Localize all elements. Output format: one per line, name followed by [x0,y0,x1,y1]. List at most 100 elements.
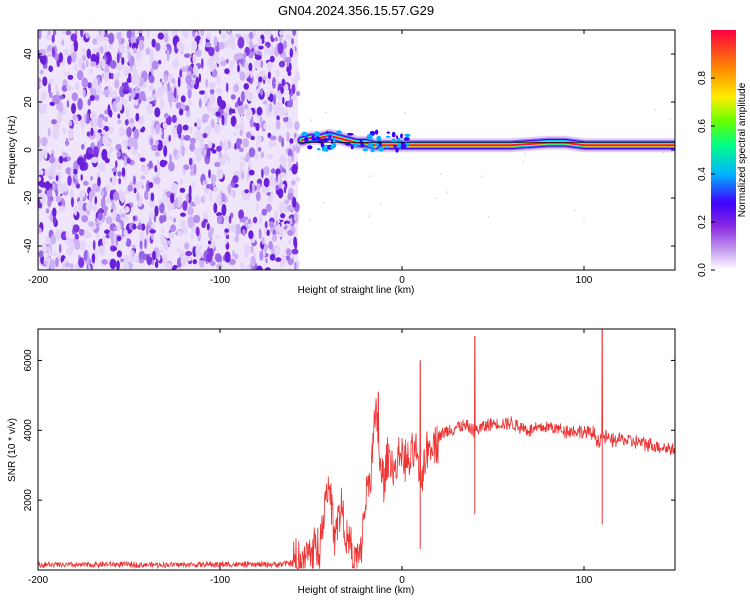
noise-blob [121,57,125,65]
noise-blob [65,30,72,36]
noise-blob [137,180,144,186]
noise-blob [296,90,301,97]
noise-blob [186,194,190,205]
noise-blob [100,188,104,196]
noise-blob [101,119,105,129]
noise-blob [218,151,222,159]
noise-blob [120,258,124,263]
noise-blob [133,187,137,194]
noise-blob [270,168,276,174]
snr-marks [38,329,675,570]
ridge-blob [375,143,380,147]
snr-panel: -200 -100 0 100 2000 4000 6000 Height of strai… [7,328,676,596]
ridge-blob [350,144,354,150]
noise-blob [272,230,277,236]
noise-blob [138,250,146,262]
noise-blob [63,182,68,193]
noise-blob [63,48,70,56]
noise-blob [189,137,196,145]
noise-blob [139,231,145,242]
noise-blob [151,60,159,70]
noise-blob [180,219,186,231]
noise-blob [79,240,86,251]
noise-blob [70,43,75,54]
noise-blob [97,176,101,187]
noise-blob [287,155,292,164]
noise-blob [83,250,88,261]
noise-blob [209,248,214,257]
noise-blob [133,47,137,54]
noise-blob [164,73,168,83]
noise-blob [115,213,121,223]
noise-blob [295,70,300,80]
noise-blob [138,115,145,125]
noise-blob [275,257,282,262]
noise-blob [125,107,130,119]
noise-blob [178,194,183,205]
noise-blob [289,217,293,225]
noise-blob [232,175,239,184]
ridge-blob [376,135,382,142]
noise-blob [179,178,184,185]
noise-blob [193,83,199,90]
noise-blob [148,160,153,169]
noise-blob [242,138,249,148]
snr-series-line [38,329,675,570]
stray-dot [364,152,366,155]
noise-blob [228,34,235,45]
colorbar-tick-label: 0.2 [697,215,708,229]
noise-blob [152,90,155,95]
noise-blob [234,106,238,113]
noise-blob [130,35,137,45]
noise-blob [139,239,143,250]
noise-blob [101,58,106,70]
noise-blob [249,182,253,194]
stray-dot [446,191,449,193]
noise-blob [269,253,276,261]
noise-blob [134,86,139,94]
noise-blob [179,69,183,78]
noise-blob [294,261,297,270]
noise-blob [121,128,127,135]
noise-blob [280,172,286,178]
ridge-blob [378,146,384,152]
noise-blob [221,203,227,216]
noise-blob [275,184,280,191]
noise-blob [216,168,224,180]
noise-blob [79,209,84,218]
noise-blob [127,184,133,192]
ridge-blob [400,142,406,147]
noise-blob [125,238,132,248]
noise-blob [109,109,113,118]
noise-blob [108,126,114,135]
noise-blob [103,72,109,83]
ridge-blob [351,142,359,147]
noise-blob [151,233,154,240]
spectral-ridge [294,108,675,223]
noise-blob [218,42,225,50]
noise-blob [288,62,292,71]
noise-blob [118,178,122,185]
noise-blob [248,169,255,176]
noise-blob [99,135,103,148]
noise-blob [159,78,163,83]
stray-dot [435,197,437,199]
noise-blob [149,229,156,234]
noise-blob [254,46,259,51]
noise-blob [168,203,174,209]
ridge-blob [336,130,342,134]
noise-blob [287,239,292,245]
noise-blob [113,191,120,201]
noise-blob [105,116,108,123]
noise-blob [140,175,146,180]
noise-blob [82,189,86,198]
noise-blob [66,100,70,108]
noise-blob [122,139,127,144]
noise-blob [277,223,281,232]
colorbar-tick-label: 0.0 [697,263,708,277]
noise-blob [237,64,240,73]
noise-blob [81,62,86,71]
noise-blob [283,40,287,49]
noise-blob [179,134,185,141]
